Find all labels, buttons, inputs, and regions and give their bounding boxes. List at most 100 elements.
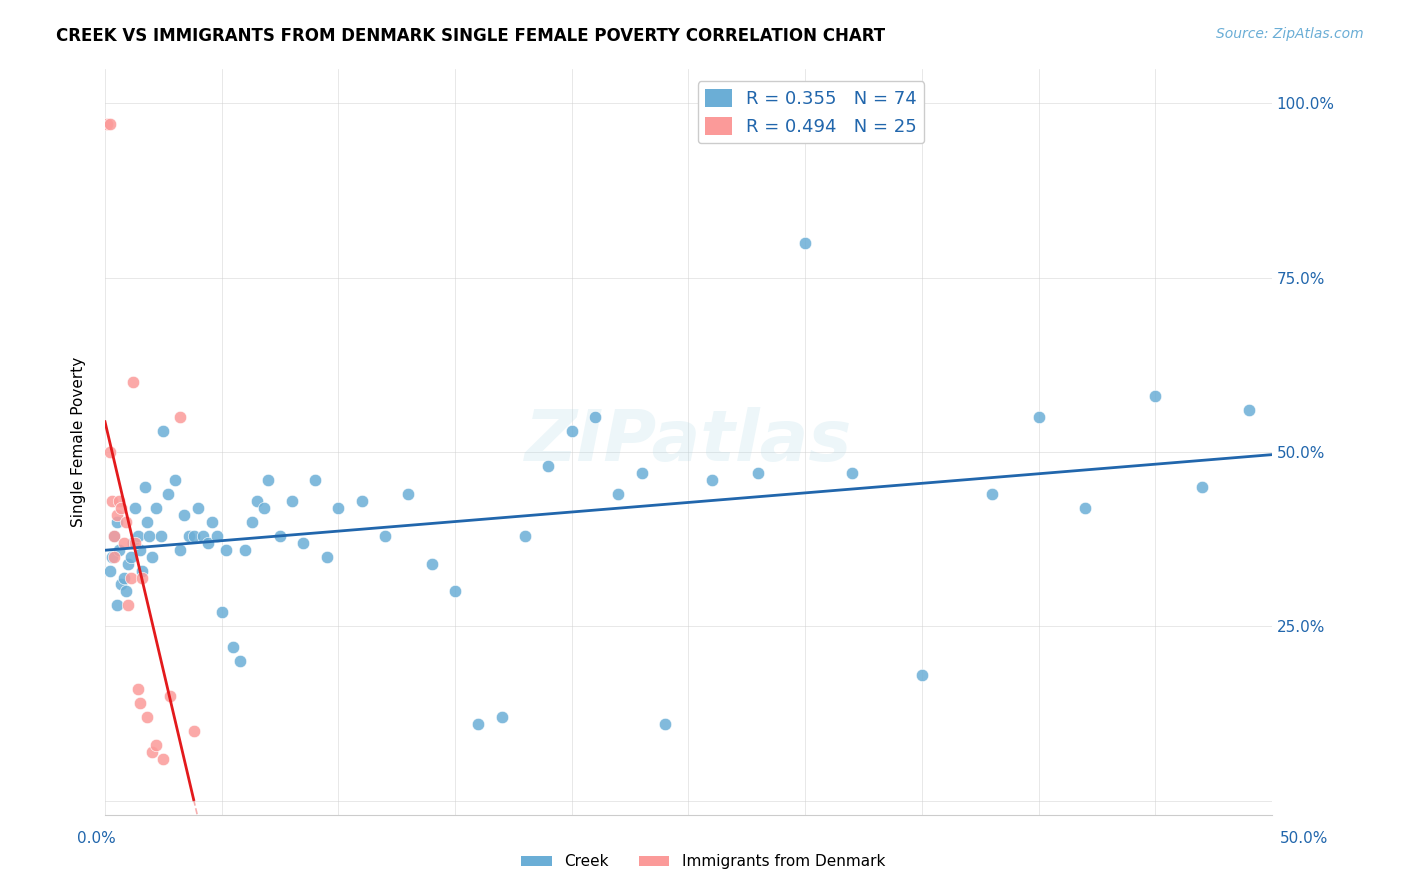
Point	[159, 689, 181, 703]
Point	[127, 529, 149, 543]
Point	[98, 445, 121, 459]
Point	[156, 487, 179, 501]
Point	[115, 584, 138, 599]
Point	[246, 493, 269, 508]
Point	[145, 738, 167, 752]
Point	[108, 493, 131, 508]
Point	[187, 500, 209, 515]
Text: 0.0%: 0.0%	[77, 831, 117, 846]
Point	[222, 640, 245, 655]
Point	[108, 542, 131, 557]
Point	[315, 549, 337, 564]
Point	[117, 599, 139, 613]
Point	[105, 508, 128, 522]
Point	[152, 424, 174, 438]
Point	[138, 529, 160, 543]
Point	[583, 410, 606, 425]
Point	[654, 717, 676, 731]
Point	[444, 584, 467, 599]
Point	[911, 668, 934, 682]
Point	[152, 752, 174, 766]
Point	[211, 606, 233, 620]
Text: 50.0%: 50.0%	[1281, 831, 1329, 846]
Y-axis label: Single Female Poverty: Single Female Poverty	[72, 357, 86, 526]
Point	[630, 466, 652, 480]
Point	[328, 500, 350, 515]
Point	[183, 529, 205, 543]
Point	[131, 570, 153, 584]
Point	[124, 500, 146, 515]
Point	[112, 535, 135, 549]
Point	[197, 535, 219, 549]
Point	[747, 466, 769, 480]
Point	[1191, 480, 1213, 494]
Point	[124, 535, 146, 549]
Point	[131, 564, 153, 578]
Point	[103, 549, 125, 564]
Point	[280, 493, 302, 508]
Point	[1074, 500, 1097, 515]
Point	[491, 710, 513, 724]
Point	[112, 570, 135, 584]
Point	[191, 529, 214, 543]
Point	[253, 500, 276, 515]
Point	[607, 487, 630, 501]
Point	[169, 410, 191, 425]
Point	[96, 117, 118, 131]
Point	[122, 535, 145, 549]
Point	[794, 235, 817, 250]
Point	[269, 529, 291, 543]
Point	[101, 493, 124, 508]
Point	[700, 473, 723, 487]
Point	[183, 723, 205, 738]
Point	[117, 557, 139, 571]
Point	[215, 542, 238, 557]
Point	[103, 529, 125, 543]
Point	[134, 480, 156, 494]
Point	[201, 515, 224, 529]
Point	[561, 424, 583, 438]
Point	[98, 117, 121, 131]
Point	[141, 549, 163, 564]
Point	[467, 717, 489, 731]
Legend: R = 0.355   N = 74, R = 0.494   N = 25: R = 0.355 N = 74, R = 0.494 N = 25	[697, 81, 925, 144]
Point	[1028, 410, 1050, 425]
Point	[150, 529, 173, 543]
Point	[141, 745, 163, 759]
Point	[98, 564, 121, 578]
Point	[980, 487, 1002, 501]
Point	[257, 473, 280, 487]
Point	[396, 487, 419, 501]
Point	[1144, 389, 1167, 403]
Point	[350, 493, 373, 508]
Point	[110, 500, 132, 515]
Point	[163, 473, 186, 487]
Point	[120, 549, 142, 564]
Point	[101, 549, 124, 564]
Point	[122, 376, 145, 390]
Point	[105, 515, 128, 529]
Point	[537, 458, 560, 473]
Legend: Creek, Immigrants from Denmark: Creek, Immigrants from Denmark	[515, 848, 891, 875]
Point	[127, 681, 149, 696]
Point	[103, 529, 125, 543]
Point	[513, 529, 536, 543]
Point	[110, 577, 132, 591]
Text: Source: ZipAtlas.com: Source: ZipAtlas.com	[1216, 27, 1364, 41]
Point	[205, 529, 228, 543]
Point	[129, 696, 152, 710]
Point	[233, 542, 256, 557]
Point	[115, 515, 138, 529]
Point	[304, 473, 326, 487]
Text: CREEK VS IMMIGRANTS FROM DENMARK SINGLE FEMALE POVERTY CORRELATION CHART: CREEK VS IMMIGRANTS FROM DENMARK SINGLE …	[56, 27, 886, 45]
Point	[177, 529, 200, 543]
Point	[229, 654, 252, 668]
Point	[173, 508, 195, 522]
Point	[374, 529, 396, 543]
Point	[105, 599, 128, 613]
Point	[420, 557, 443, 571]
Point	[136, 710, 159, 724]
Point	[841, 466, 863, 480]
Point	[145, 500, 167, 515]
Point	[1237, 403, 1260, 417]
